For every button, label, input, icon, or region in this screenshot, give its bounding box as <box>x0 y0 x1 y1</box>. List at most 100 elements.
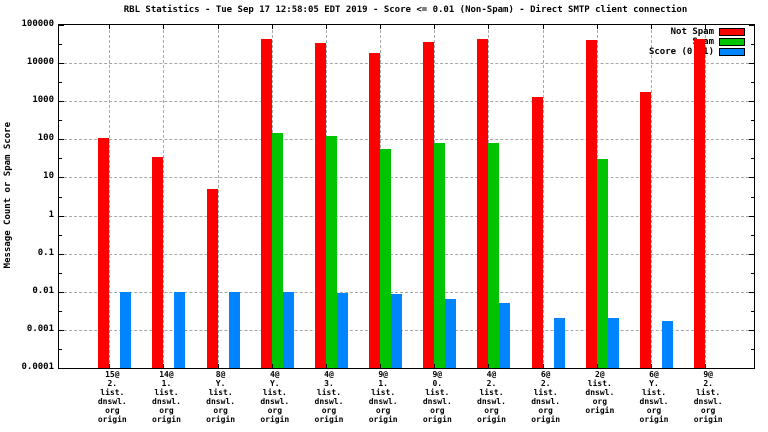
y-tick-label: 100000 <box>21 19 54 29</box>
x-tick <box>217 25 219 29</box>
h-gridline <box>59 101 754 103</box>
x-tick <box>488 364 490 368</box>
v-gridline <box>109 25 111 368</box>
y-major-tick <box>749 215 754 217</box>
y-major-tick <box>749 291 754 293</box>
x-tick <box>434 25 436 29</box>
y-major-tick <box>59 329 64 331</box>
y-major-tick <box>59 253 64 255</box>
legend-label-score: Score (0..1) <box>648 47 714 57</box>
y-major-tick <box>749 63 754 65</box>
bar-not-spam-5 <box>314 42 326 368</box>
y-tick-label: 0.01 <box>32 285 54 296</box>
x-tick <box>163 364 165 368</box>
y-minor-tick <box>59 234 62 236</box>
bar-not-spam-11 <box>640 92 651 368</box>
x-tick <box>163 25 165 29</box>
y-major-tick <box>59 101 64 103</box>
y-minor-tick <box>59 272 62 274</box>
y-major-tick <box>59 63 64 65</box>
bar-not-spam-9 <box>531 96 543 368</box>
x-category-label: 4@ 3. list. dnswl. org origin <box>314 370 344 424</box>
legend-swatch-not-spam <box>719 28 745 36</box>
bar-not-spam-2 <box>152 156 164 368</box>
x-category-label: 9@ 1. list. dnswl. org origin <box>368 370 398 424</box>
y-tick-label: 10000 <box>26 57 54 68</box>
y-minor-tick <box>59 158 62 160</box>
y-tick-label: 1000 <box>32 95 54 106</box>
bar-score-0-1-6 <box>391 294 403 368</box>
h-gridline <box>59 329 754 331</box>
bar-score-0-1-10 <box>607 318 619 368</box>
x-tick <box>488 25 490 29</box>
bar-not-spam-12 <box>694 39 706 368</box>
y-major-tick <box>59 139 64 141</box>
bar-score-0-1-1 <box>120 291 132 368</box>
y-major-tick <box>59 25 64 26</box>
x-tick <box>109 25 111 29</box>
bar-score-0-1-2 <box>174 291 186 368</box>
h-gridline <box>59 63 754 65</box>
y-major-tick <box>749 139 754 141</box>
x-tick <box>434 364 436 368</box>
y-minor-tick <box>59 310 62 312</box>
y-minor-tick <box>751 348 754 350</box>
bar-not-spam-3 <box>206 188 218 368</box>
y-major-tick <box>749 253 754 255</box>
h-gridline <box>59 253 754 255</box>
bar-spam-7 <box>434 143 446 368</box>
y-tick-label: 0.0001 <box>21 362 54 372</box>
x-tick <box>325 25 327 29</box>
x-category-label: 9@ 2. list. dnswl. org origin <box>693 370 723 424</box>
y-minor-tick <box>751 234 754 236</box>
x-tick <box>217 364 219 368</box>
y-axis-title-wrap: Message Count or Spam Score <box>0 24 16 367</box>
x-category-label: 14@ 1. list. dnswl. org origin <box>152 370 181 424</box>
y-minor-tick <box>751 272 754 274</box>
y-major-tick <box>59 291 64 293</box>
y-tick-label: 100 <box>37 133 54 144</box>
y-major-tick <box>749 25 754 26</box>
x-tick <box>271 25 273 29</box>
y-minor-tick <box>59 348 62 350</box>
y-major-tick <box>59 215 64 217</box>
x-category-label: 9@ 0. list. dnswl. org origin <box>422 370 452 424</box>
bar-not-spam-6 <box>369 53 381 368</box>
x-category-label: 4@ 2. list. dnswl. org origin <box>477 370 506 424</box>
x-tick <box>325 364 327 368</box>
v-gridline <box>163 25 165 368</box>
y-major-tick <box>749 368 754 369</box>
y-tick-label: 1 <box>48 209 54 220</box>
y-minor-tick <box>59 44 62 46</box>
bar-score-0-1-11 <box>662 321 673 368</box>
v-gridline <box>217 25 219 368</box>
legend-swatch-score <box>719 48 745 56</box>
h-gridline <box>59 139 754 141</box>
x-category-label: 8@ Y. list. dnswl. org origin <box>206 370 236 424</box>
bar-spam-5 <box>325 136 337 368</box>
y-minor-tick <box>751 120 754 122</box>
chart-title: RBL Statistics - Tue Sep 17 12:58:05 EDT… <box>123 5 688 15</box>
x-tick <box>542 364 544 368</box>
h-gridline <box>59 215 754 217</box>
x-category-label: 2@ list. dnswl. org origin <box>585 370 615 415</box>
x-tick <box>380 364 382 368</box>
y-major-tick <box>59 368 64 369</box>
y-major-tick <box>749 177 754 179</box>
y-minor-tick <box>751 196 754 198</box>
y-tick-label: 10 <box>43 171 54 182</box>
bar-not-spam-10 <box>585 40 597 368</box>
v-gridline <box>651 25 652 368</box>
x-tick <box>109 364 111 368</box>
y-major-tick <box>59 177 64 179</box>
y-tick-label: 0.1 <box>37 247 54 258</box>
v-gridline <box>705 25 707 368</box>
bar-not-spam-7 <box>423 41 435 368</box>
x-tick <box>542 25 544 29</box>
y-minor-tick <box>59 120 62 122</box>
bar-not-spam-8 <box>477 38 489 368</box>
x-tick <box>271 364 273 368</box>
bar-score-0-1-3 <box>228 291 240 368</box>
h-gridline <box>59 177 754 179</box>
